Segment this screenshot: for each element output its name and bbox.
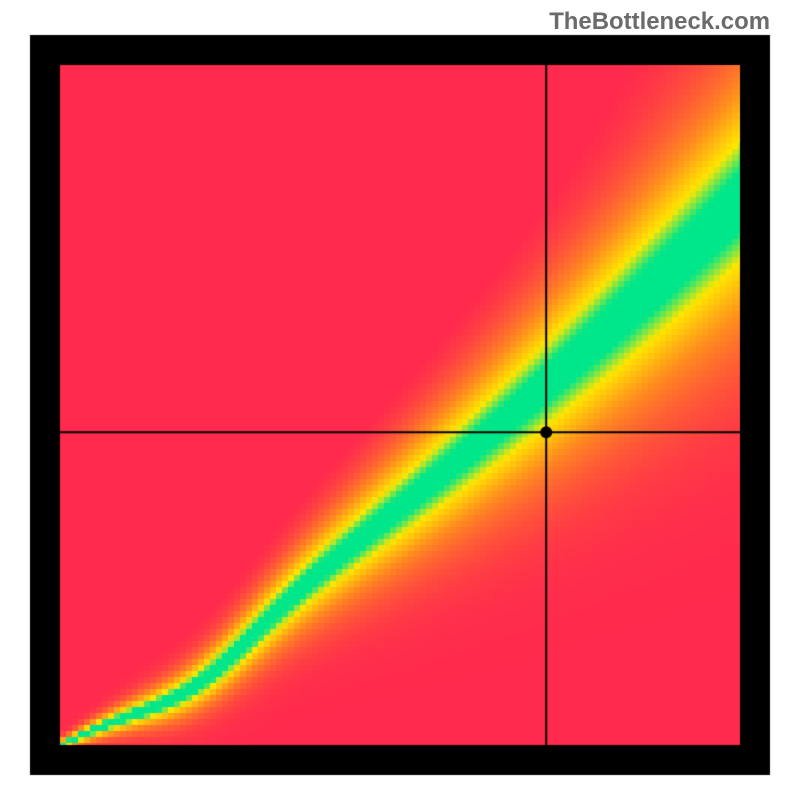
watermark-text: TheBottleneck.com	[549, 8, 770, 36]
bottleneck-heatmap-canvas	[0, 0, 800, 800]
chart-container: TheBottleneck.com	[0, 0, 800, 800]
